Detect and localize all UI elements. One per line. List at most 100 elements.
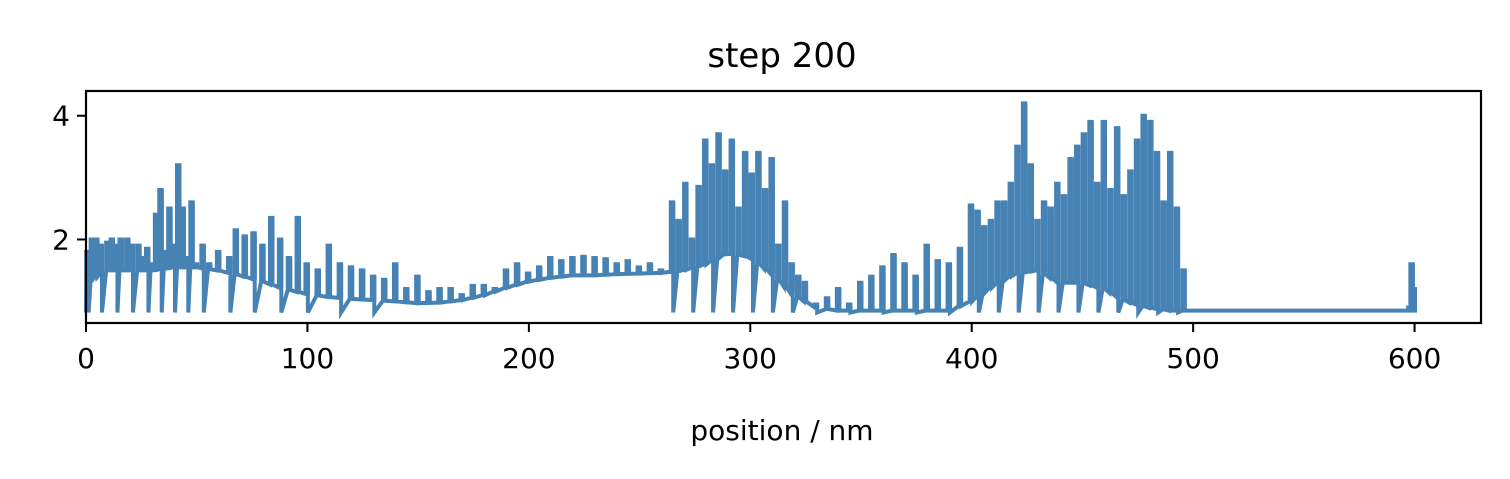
series-point [296,217,302,292]
series-point [207,264,213,270]
series-point [869,276,875,311]
series-point [995,202,1001,284]
series-point [1412,288,1418,311]
series-point [1088,121,1094,286]
series-point [1115,128,1121,297]
y-axis: 24 [52,100,86,256]
series-point [730,140,736,254]
x-tick-label: 400 [945,342,998,375]
series-point [189,202,195,268]
series-point [989,220,995,288]
series-point [723,171,729,255]
x-tick-label: 300 [724,342,777,375]
series-point [316,270,321,296]
series-point [947,264,953,311]
plot-area [84,101,1418,320]
series-point [603,259,609,275]
series-point [1161,202,1167,310]
series-point [158,189,164,270]
series-point [1135,140,1141,305]
series-point [592,258,598,276]
series-point [327,245,333,298]
series-point [847,304,853,311]
series-point [149,264,155,271]
series-point [858,282,864,311]
series-point [1141,115,1147,307]
series-point [393,264,399,302]
series-point [278,239,284,288]
series-point [626,261,631,274]
series-point [426,292,432,303]
x-axis: 0 100 200 300 400 500 600 [77,323,1441,375]
series-point [85,251,91,282]
series-point [251,233,257,280]
series-point [415,276,421,304]
series-point [105,242,111,271]
series-point [404,288,410,303]
series-point [145,248,151,271]
series-point [683,183,689,270]
series-point [1082,134,1088,284]
series-point [796,276,802,298]
x-tick-label: 500 [1166,342,1219,375]
series-point [172,245,178,268]
series-point [570,258,576,276]
series-point [1048,208,1054,278]
series-point [99,245,104,275]
series-point [114,245,120,271]
series-point [349,267,355,299]
series-point [1062,196,1068,283]
x-tick-label: 200 [502,342,555,375]
series-point [559,261,565,277]
series-point [1102,121,1108,289]
series-point [287,258,293,290]
series-point [670,202,676,272]
series-point [1108,189,1114,293]
series-point [1068,159,1074,283]
series-point [696,186,702,267]
series-point [982,227,988,293]
series-point [471,285,476,298]
series-point [200,245,206,269]
chart-title: step 200 [707,36,856,76]
series-point [304,264,310,294]
series-point [1055,183,1061,282]
series-point [110,239,116,271]
series-point [703,140,709,265]
series-point [234,230,240,275]
series-point [581,256,587,276]
series-point [690,239,696,268]
series-point [936,261,941,311]
series-point [371,276,377,301]
series-point [180,208,186,268]
series-point [360,270,366,300]
plot-frame [84,89,1483,325]
series-point [130,245,135,271]
series-point [1168,152,1174,311]
series-point [163,251,169,269]
series-point [1122,196,1127,301]
series-point [1181,270,1187,311]
x-tick-label: 100 [281,342,334,375]
series-point [1035,220,1041,271]
series-point [716,134,722,258]
series-point [1042,202,1048,275]
series-point [167,208,173,268]
x-tick-label: 0 [77,342,95,375]
series-point [338,264,344,298]
series-point [1095,183,1101,288]
series-point [763,189,769,269]
series-point [803,282,809,302]
series-point [769,159,775,274]
series-point [975,211,981,297]
series-point [676,220,682,271]
series-point [789,264,795,293]
series-point [1148,121,1154,308]
series-point [1009,183,1015,276]
series-point [216,251,222,271]
series-point [1002,202,1008,280]
series-point [1155,152,1161,309]
series-point [743,152,749,257]
series-point [1409,264,1415,311]
series-point [94,239,100,277]
